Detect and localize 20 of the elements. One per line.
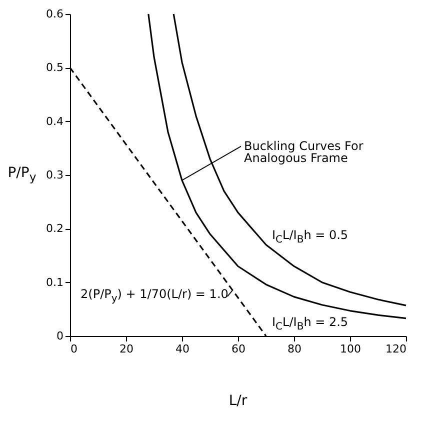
annotation: 2(P/P$_{y}$) + 1/70(L/r) = 1.0 (80, 287, 228, 305)
series-label: I$_{C}$L/I$_{B}$h = 0.5 (272, 228, 348, 245)
y-tick-label: 0 (56, 330, 64, 342)
x-tick-label: 40 (176, 342, 190, 356)
x-tick-label: 20 (120, 342, 134, 356)
y-tick-label: 0.5 (46, 61, 64, 74)
x-tick-label: 120 (386, 342, 406, 356)
y-tick-label: 0.4 (46, 114, 64, 128)
annotation: Buckling Curves For Analogous Frame (244, 139, 364, 166)
y-tick-label: 0.2 (46, 222, 64, 236)
y-axis-title: P/P$_{y}$ (8, 165, 36, 184)
series-label: I$_{C}$L/I$_{B}$h = 2.5 (272, 315, 348, 333)
y-tick-label: 0.3 (46, 168, 64, 182)
x-tick-label: 100 (340, 342, 361, 356)
x-tick-label: 80 (288, 342, 302, 356)
x-tick-label: 0 (70, 342, 78, 356)
y-tick-label: 0.6 (46, 8, 64, 20)
y-tick-label: 0.1 (46, 276, 64, 289)
x-tick-label: 60 (232, 342, 246, 356)
x-axis-title: L/r (228, 393, 248, 409)
